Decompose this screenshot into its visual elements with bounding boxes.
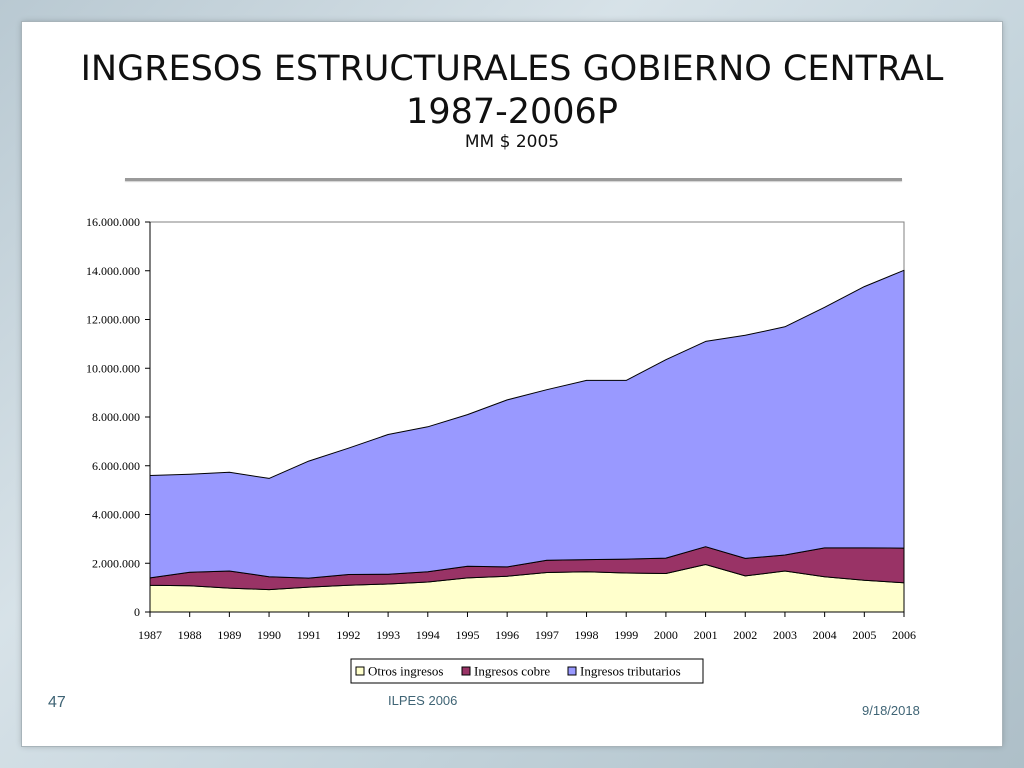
slide-title: INGRESOS ESTRUCTURALES GOBIERNO CENTRAL … <box>22 48 1002 134</box>
legend-swatch <box>461 666 471 676</box>
x-tick-label: 1987 <box>138 628 162 642</box>
y-tick-label: 8.000.000 <box>92 410 140 424</box>
legend-label: Ingresos cobre <box>474 664 550 679</box>
x-tick-label: 1993 <box>376 628 400 642</box>
x-tick-label: 2002 <box>733 628 757 642</box>
x-tick-label: 1996 <box>495 628 519 642</box>
x-tick-label: 1999 <box>614 628 638 642</box>
x-tick-label: 1997 <box>535 628 559 642</box>
x-tick-label: 2005 <box>852 628 876 642</box>
y-tick-label: 2.000.000 <box>92 556 140 570</box>
y-tick-label: 16.000.000 <box>86 215 140 229</box>
x-tick-label: 2006 <box>892 628 916 642</box>
x-tick-label: 1989 <box>217 628 241 642</box>
x-tick-label: 1991 <box>297 628 321 642</box>
slide-subtitle: MM $ 2005 <box>464 132 560 152</box>
x-tick-label: 1994 <box>416 628 440 642</box>
slide-date: 9/18/2018 <box>862 703 920 718</box>
x-tick-label: 1990 <box>257 628 281 642</box>
y-tick-label: 10.000.000 <box>86 361 140 375</box>
x-tick-label: 1998 <box>575 628 599 642</box>
x-tick-label: 2004 <box>813 628 837 642</box>
legend-swatch <box>355 666 365 676</box>
legend-swatch <box>567 666 577 676</box>
legend-box <box>350 658 704 684</box>
x-tick-label: 1995 <box>455 628 479 642</box>
x-tick-label: 1992 <box>336 628 360 642</box>
plot-area: 0 2.000.000 4.000.000 6.000.000 8.000.000 10.… <box>86 215 916 684</box>
footer-label: ILPES 2006 <box>388 693 458 708</box>
y-tick-label: 4.000.000 <box>92 508 140 522</box>
x-tick-label: 2003 <box>773 628 797 642</box>
y-tick-label: 6.000.000 <box>92 459 140 473</box>
y-tick-label: 12.000.000 <box>86 313 140 327</box>
area-series-ingresos-tributarios <box>149 269 905 579</box>
page-number: 47 <box>48 694 66 711</box>
title-line-2: 1987-2006P <box>406 92 618 132</box>
x-tick-label: 2001 <box>694 628 718 642</box>
x-tick-label: 1988 <box>178 628 202 642</box>
title-divider <box>125 178 902 181</box>
legend-label: Otros ingresos <box>368 664 443 679</box>
legend-label: Ingresos tributarios <box>580 664 681 679</box>
title-line-1: INGRESOS ESTRUCTURALES GOBIERNO CENTRAL <box>80 49 944 89</box>
y-tick-label: 0 <box>134 605 140 619</box>
y-tick-label: 14.000.000 <box>86 264 140 278</box>
x-tick-label: 2000 <box>654 628 678 642</box>
